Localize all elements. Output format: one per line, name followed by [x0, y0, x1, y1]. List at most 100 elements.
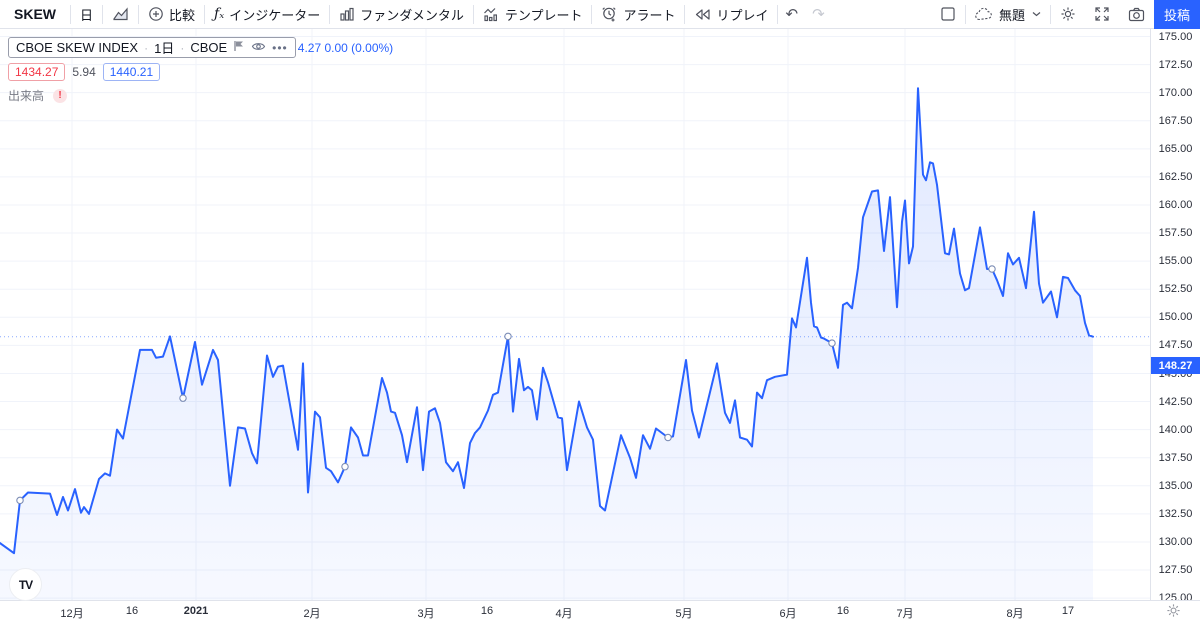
y-axis-tick: 157.50 — [1158, 227, 1193, 240]
save-layout-button[interactable]: 無題 — [966, 0, 1050, 29]
toolbar-separator — [472, 4, 474, 24]
price-scale-axis[interactable]: 175.00 172.50 170.00 167.50 165.00 162.50 160.… — [1150, 29, 1200, 604]
y-axis-tick: 167.50 — [1158, 114, 1193, 127]
chart-type-button[interactable] — [103, 0, 138, 29]
top-toolbar: SKEW 日 比較 ƒₓ インジケーター ファンダメンタル テンプレート — [0, 0, 1200, 29]
x-axis-tick: 16 — [125, 605, 139, 617]
interval-button[interactable]: 日 — [71, 0, 102, 29]
toolbar-separator — [1050, 4, 1051, 24]
toolbar-separator — [329, 4, 331, 24]
series-interval: 1日 — [154, 41, 175, 56]
y-axis-tick: 160.00 — [1158, 199, 1193, 211]
alarm-clock-icon — [601, 6, 618, 22]
series-point-marker — [16, 496, 24, 505]
y-axis-tick: 127.50 — [1158, 564, 1193, 576]
series-point-marker — [341, 462, 349, 471]
x-axis-tick: 16 — [480, 605, 494, 617]
volume-warning-icon[interactable]: ! — [53, 88, 68, 103]
series-point-marker — [828, 339, 836, 347]
alert-label: アラート — [623, 7, 676, 23]
toolbar-separator — [591, 4, 593, 24]
circle-plus-icon — [148, 6, 164, 22]
volume-row: 出来高 ! — [8, 87, 393, 104]
gear-icon — [1060, 6, 1076, 22]
series-change-text: 4.27 0.00 (0.00%) — [297, 40, 394, 55]
toolbar-separator — [138, 4, 140, 24]
tradingview-logo-button[interactable]: TV — [9, 568, 42, 601]
bar-chart-icon — [339, 7, 355, 22]
legend-separator-dot: · — [180, 40, 185, 55]
undo-button[interactable]: ↶ — [778, 0, 805, 29]
y-axis-tick: 170.00 — [1158, 86, 1193, 99]
series-exchange: CBOE — [190, 40, 228, 55]
toolbar-separator — [102, 4, 104, 24]
toolbar-separator — [70, 4, 71, 24]
template-icon — [483, 7, 500, 22]
series-line — [0, 87, 1094, 555]
last-price-label: 148.27 — [1151, 357, 1200, 374]
y-axis-tick: 165.00 — [1158, 142, 1193, 155]
compare-label: 比較 — [169, 7, 196, 23]
legend: CBOE SKEW INDEX · 1日 · CBOE ••• 4.27 0.0… — [8, 37, 393, 104]
legend-more-menu[interactable]: ••• — [272, 40, 288, 55]
y-axis-tick: 155.00 — [1158, 255, 1193, 268]
time-scale-axis[interactable]: 12月 16 2021 2月 3月 16 4月 5月 6月 16 7月 8月 17 — [0, 600, 1200, 622]
rewind-icon — [694, 8, 711, 21]
x-axis-tick: 3月 — [417, 608, 435, 620]
indicators-label: インジケーター — [229, 7, 321, 23]
price-chart-plot[interactable] — [0, 29, 1150, 622]
y-axis-tick: 175.00 — [1158, 30, 1193, 43]
fullscreen-expand-icon — [1094, 6, 1110, 22]
snapshot-camera-button[interactable] — [1119, 0, 1154, 29]
indicators-button[interactable]: ƒₓ インジケーター — [205, 0, 329, 29]
bid-ask-row: 1434.27 5.94 1440.21 — [8, 63, 393, 81]
x-axis-tick: 7月 — [896, 608, 914, 620]
series-point-marker — [988, 265, 996, 273]
x-axis-tick: 4月 — [555, 608, 573, 620]
y-axis-tick: 152.50 — [1158, 283, 1193, 296]
cloud-icon — [975, 7, 994, 21]
x-axis-tick: 2021 — [183, 605, 209, 617]
legend-main-row: CBOE SKEW INDEX · 1日 · CBOE ••• 4.27 0.0… — [8, 37, 393, 58]
redo-button[interactable]: ↷ — [805, 0, 832, 29]
layout-select-button[interactable] — [931, 0, 965, 29]
alert-button[interactable]: アラート — [592, 0, 684, 29]
y-axis-tick: 142.50 — [1158, 395, 1193, 408]
publish-button[interactable]: 投稿 — [1154, 0, 1200, 29]
series-point-marker — [664, 433, 672, 442]
series-area-fill — [0, 88, 1093, 600]
volume-legend-label[interactable]: 出来高 — [8, 89, 45, 103]
y-axis-tick: 132.50 — [1158, 507, 1193, 520]
chart-settings-button[interactable] — [1051, 0, 1085, 29]
x-axis-tick: 8月 — [1006, 608, 1024, 620]
chevron-down-icon — [1032, 11, 1041, 17]
series-point-marker — [179, 394, 187, 402]
toolbar-separator — [964, 4, 966, 24]
fundamentals-button[interactable]: ファンダメンタル — [330, 0, 473, 29]
area-chart-icon — [112, 6, 129, 22]
x-axis-tick: 5月 — [675, 608, 693, 620]
series-point-marker — [504, 332, 512, 341]
symbol-search-button[interactable]: SKEW — [0, 0, 70, 29]
fullscreen-button[interactable] — [1085, 0, 1119, 29]
x-axis-tick: 12月 — [60, 608, 84, 620]
layout-square-icon — [940, 6, 956, 22]
time-axis-settings-button[interactable] — [1162, 602, 1184, 622]
bid-price-badge[interactable]: 1434.27 — [8, 63, 66, 81]
compare-button[interactable]: 比較 — [139, 0, 204, 29]
replay-button[interactable]: リプレイ — [685, 0, 777, 29]
ask-price-badge[interactable]: 1440.21 — [102, 63, 161, 81]
y-axis-tick: 140.00 — [1158, 423, 1193, 436]
fundamentals-label: ファンダメンタル — [360, 7, 464, 23]
templates-label: テンプレート — [504, 7, 583, 23]
series-title: CBOE SKEW INDEX — [16, 40, 139, 55]
toolbar-separator — [684, 4, 686, 24]
x-axis-tick: 2月 — [303, 608, 321, 620]
y-axis-tick: 162.50 — [1158, 170, 1193, 183]
camera-icon — [1128, 7, 1145, 22]
toolbar-separator — [204, 4, 206, 24]
templates-button[interactable]: テンプレート — [474, 0, 592, 29]
series-legend-pill[interactable]: CBOE SKEW INDEX · 1日 · CBOE ••• — [8, 37, 296, 58]
visibility-eye-icon[interactable] — [251, 39, 266, 57]
